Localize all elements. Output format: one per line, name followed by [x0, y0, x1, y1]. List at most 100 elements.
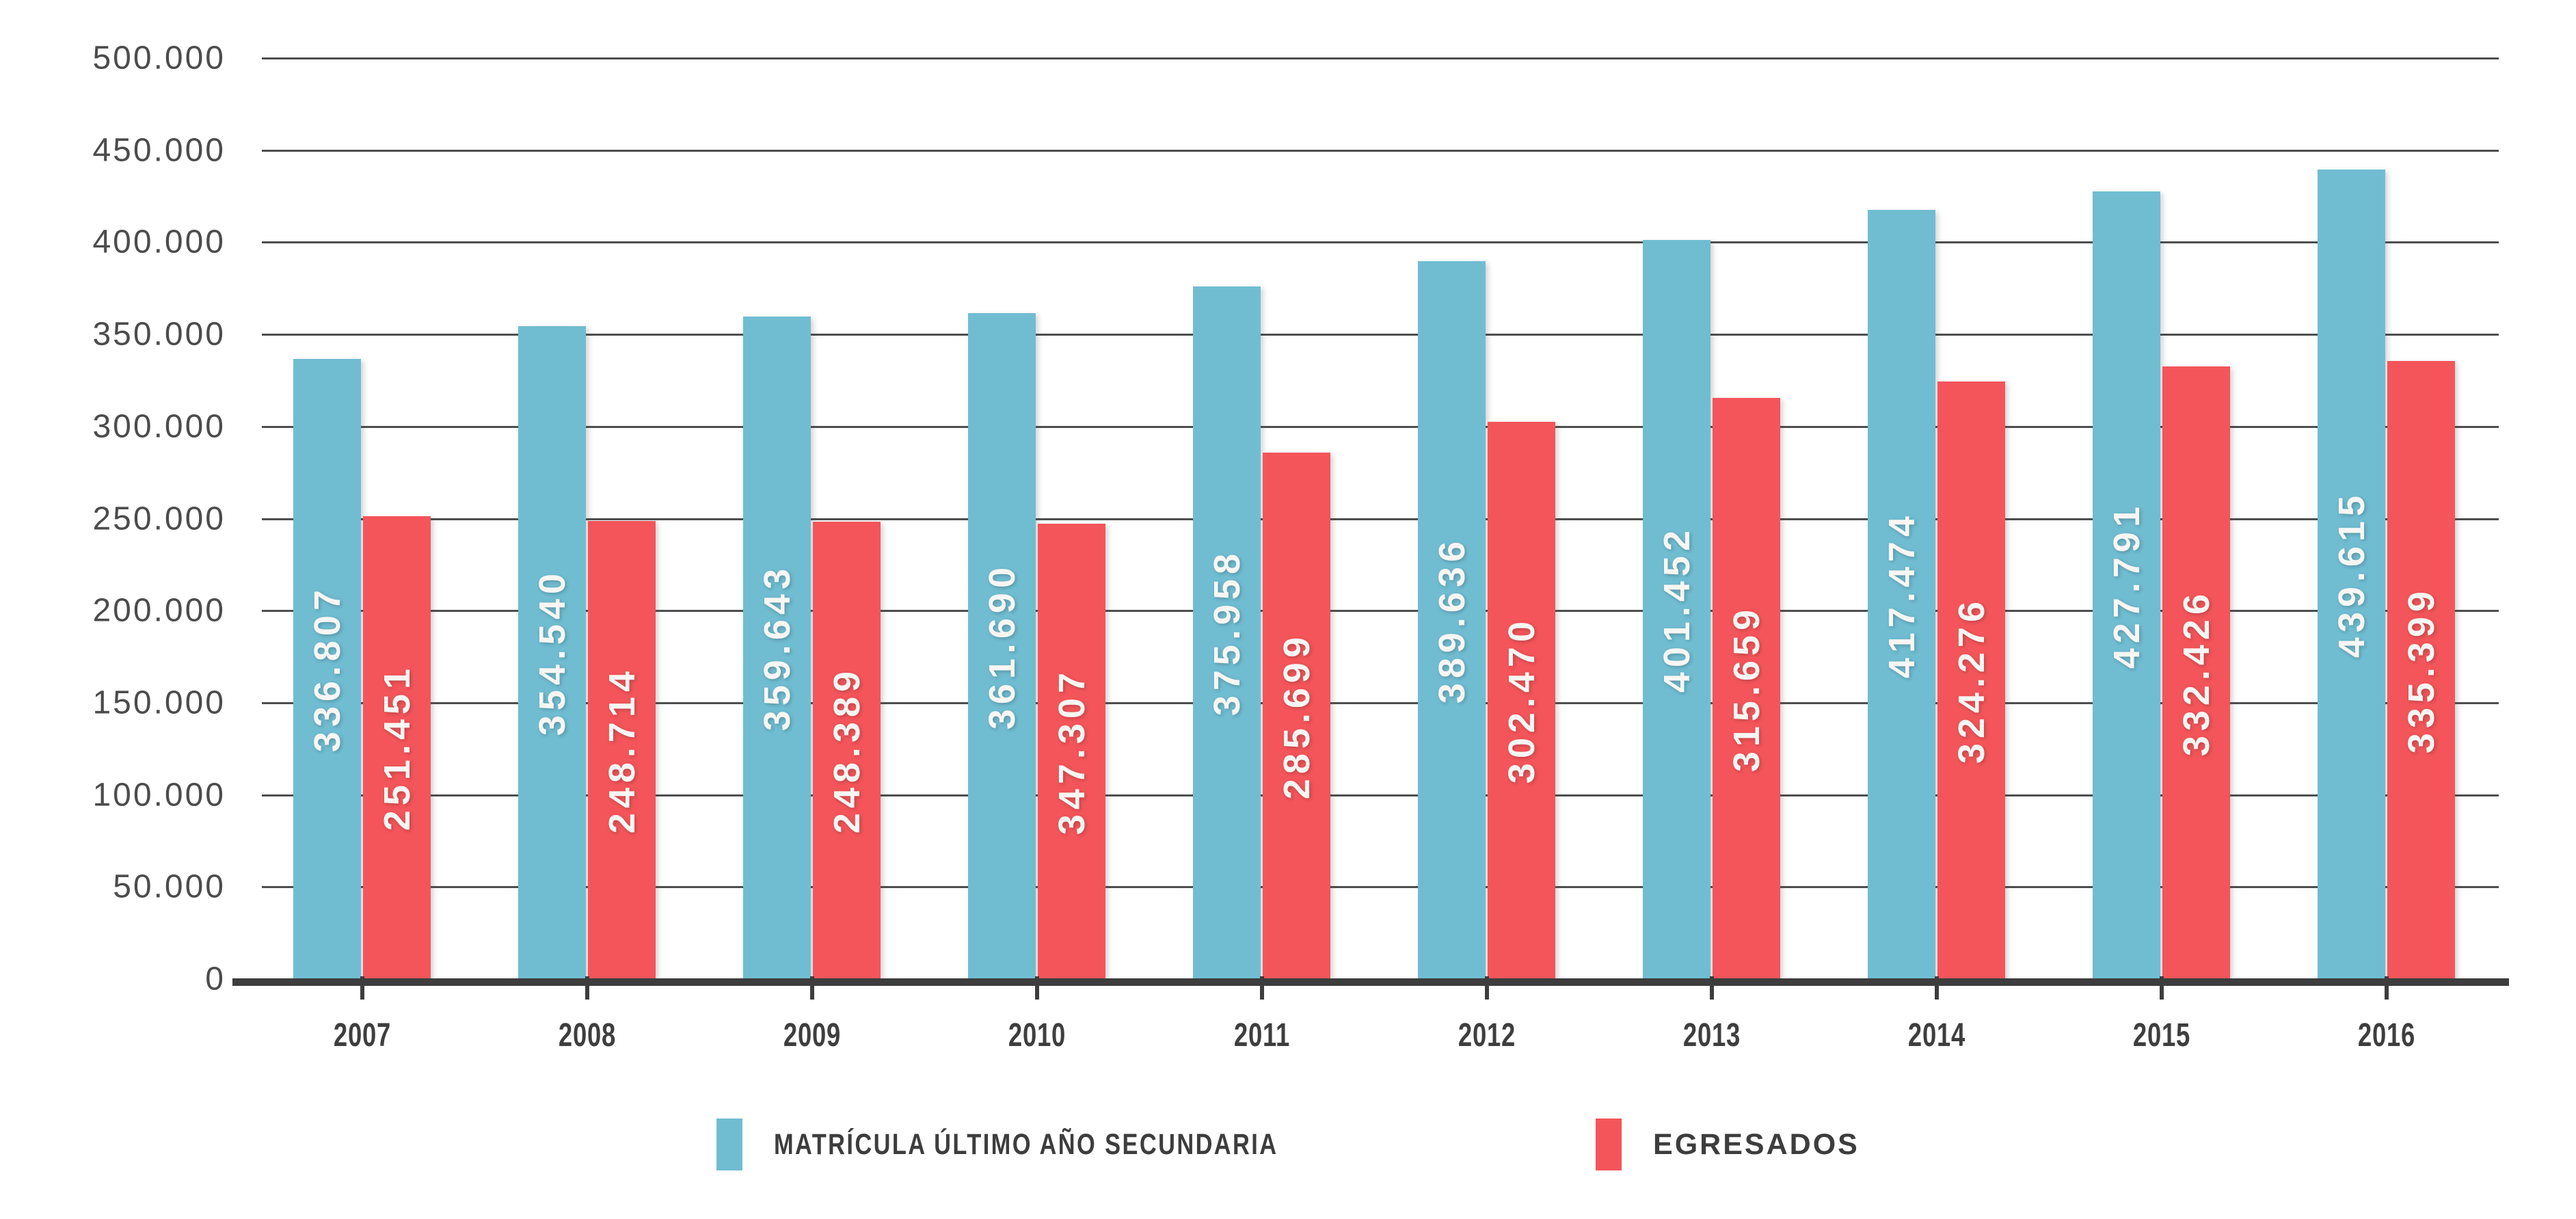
x-axis-label: 2010 [1008, 1017, 1066, 1054]
x-axis-label: 2007 [333, 1017, 391, 1054]
x-axis-label: 2008 [558, 1017, 616, 1054]
bar-matricula-2008: 354.540 [518, 325, 586, 979]
y-axis-label: 400.000 [92, 224, 226, 260]
bar-value-label: 335.399 [2400, 587, 2442, 754]
gridline [262, 701, 2499, 704]
x-axis-label: 2012 [1458, 1017, 1516, 1054]
y-axis-label: 450.000 [92, 132, 226, 169]
bar-matricula-2015: 427.791 [2093, 191, 2160, 979]
x-axis-tick [1484, 976, 1489, 1000]
bar-value-label: 251.451 [376, 664, 418, 831]
bar-egresados-2012: 302.470 [1488, 422, 1555, 979]
bar-value-label: 389.636 [1431, 537, 1473, 704]
x-axis-label: 2013 [1682, 1017, 1741, 1054]
bar-group-2009: 359.643 248.389 2009 [742, 58, 882, 1054]
bar-egresados-2007: 251.451 [363, 515, 431, 979]
legend-item-egresados: EGRESADOS [1596, 1118, 1860, 1170]
x-axis-tick [585, 976, 589, 1000]
bar-group-2007: 336.807 251.451 2007 [293, 58, 432, 1054]
bar-group-2015: 427.791 332.426 2015 [2092, 58, 2231, 1054]
bar-egresados-2011: 285.699 [1263, 453, 1330, 979]
bar-group-2011: 375.958 285.699 2011 [1192, 58, 1332, 1054]
legend-swatch-matricula [716, 1118, 743, 1170]
x-axis-tick [360, 976, 364, 1000]
bar-egresados-2016: 335.399 [2387, 361, 2455, 979]
x-axis-line [232, 978, 2509, 986]
legend: MATRÍCULA ÚLTIMO AÑO SECUNDARIA EGRESADO… [0, 1118, 2576, 1170]
y-axis-label: 250.000 [92, 500, 226, 537]
x-axis-tick [2384, 976, 2389, 1000]
gridline [262, 794, 2499, 796]
legend-item-matricula: MATRÍCULA ÚLTIMO AÑO SECUNDARIA [716, 1118, 1404, 1170]
bar-group-2014: 417.474 324.276 2014 [1867, 58, 2007, 1054]
gridline [262, 886, 2499, 889]
x-axis-tick [1034, 976, 1039, 1000]
x-axis-tick [1259, 976, 1264, 1000]
bar-group-2008: 354.540 248.714 2008 [518, 58, 657, 1054]
x-axis-label: 2015 [2132, 1017, 2190, 1054]
bar-value-label: 361.690 [981, 562, 1023, 729]
bar-egresados-2010: 347.307 [1038, 523, 1105, 979]
bar-group-2012: 389.636 302.470 2012 [1417, 58, 1557, 1054]
bar-value-label: 375.958 [1206, 549, 1248, 716]
x-axis-tick [1709, 976, 1714, 1000]
y-axis-label: 200.000 [92, 592, 226, 629]
grid-layer [250, 57, 2499, 979]
x-axis-tick [809, 976, 814, 1000]
gridline [262, 334, 2499, 336]
bar-matricula-2012: 389.636 [1418, 261, 1486, 979]
y-axis-label: 150.000 [92, 684, 226, 721]
bar-value-label: 332.426 [2175, 589, 2217, 757]
bar-value-label: 347.307 [1051, 667, 1092, 835]
bar-value-label: 248.714 [601, 666, 643, 834]
bar-value-label: 354.540 [531, 569, 573, 736]
gridline [262, 57, 2499, 59]
y-axis-label: 100.000 [92, 777, 226, 814]
bar-matricula-2007: 336.807 [293, 358, 361, 979]
bar-value-label: 401.452 [1656, 526, 1698, 693]
legend-label-egresados: EGRESADOS [1653, 1127, 1860, 1161]
bar-value-label: 315.659 [1726, 604, 1767, 772]
bar-value-label: 417.474 [1881, 511, 1922, 678]
bar-group-2016: 439.615 335.399 2016 [2317, 58, 2456, 1054]
y-axis-label: 50.000 [113, 868, 226, 905]
x-axis-label: 2011 [1233, 1017, 1290, 1054]
bar-matricula-2010: 361.690 [968, 312, 1036, 979]
bar-group-2010: 361.690 347.307 2010 [967, 58, 1107, 1054]
bar-matricula-2013: 401.452 [1643, 239, 1710, 979]
bar-matricula-2014: 417.474 [1868, 210, 1935, 979]
bar-value-label: 439.615 [2331, 490, 2372, 658]
bar-egresados-2009: 248.389 [813, 521, 881, 979]
bar-value-label: 359.643 [756, 564, 798, 732]
gridline [262, 610, 2499, 613]
bar-value-label: 248.389 [826, 667, 868, 834]
x-axis-label: 2016 [2357, 1017, 2415, 1054]
bar-value-label: 302.470 [1501, 617, 1542, 784]
y-axis-label: 350.000 [92, 316, 226, 353]
bar-value-label: 324.276 [1950, 597, 1992, 764]
y-axis-label: 500.000 [92, 40, 226, 77]
y-axis: 500.000 450.000 400.000 350.000 300.000 250.0… [0, 40, 226, 997]
gridline [262, 425, 2499, 428]
bar-value-label: 427.791 [2106, 501, 2147, 669]
plot-area: 336.807 251.451 2007 354.540 248.714 2008 359.… [250, 58, 2499, 1054]
bar-matricula-2011: 375.958 [1193, 286, 1261, 979]
x-axis-tick [1934, 976, 1939, 1000]
x-axis-label: 2009 [783, 1017, 841, 1054]
y-axis-label: 300.000 [92, 408, 226, 445]
bar-egresados-2013: 315.659 [1713, 397, 1780, 979]
x-axis-label: 2014 [1907, 1017, 1965, 1054]
bar-group-2013: 401.452 315.659 2013 [1642, 58, 1782, 1054]
bar-matricula-2016: 439.615 [2318, 169, 2385, 979]
gridline [262, 518, 2499, 520]
bar-value-label: 336.807 [306, 585, 348, 753]
bar-egresados-2014: 324.276 [1937, 381, 2005, 979]
gridline [262, 241, 2499, 244]
bar-egresados-2015: 332.426 [2162, 366, 2230, 979]
legend-swatch-egresados [1596, 1118, 1622, 1170]
bar-matricula-2009: 359.643 [743, 317, 811, 979]
bar-egresados-2008: 248.714 [588, 520, 656, 979]
gridline [262, 149, 2499, 152]
x-axis-tick [2159, 976, 2164, 1000]
